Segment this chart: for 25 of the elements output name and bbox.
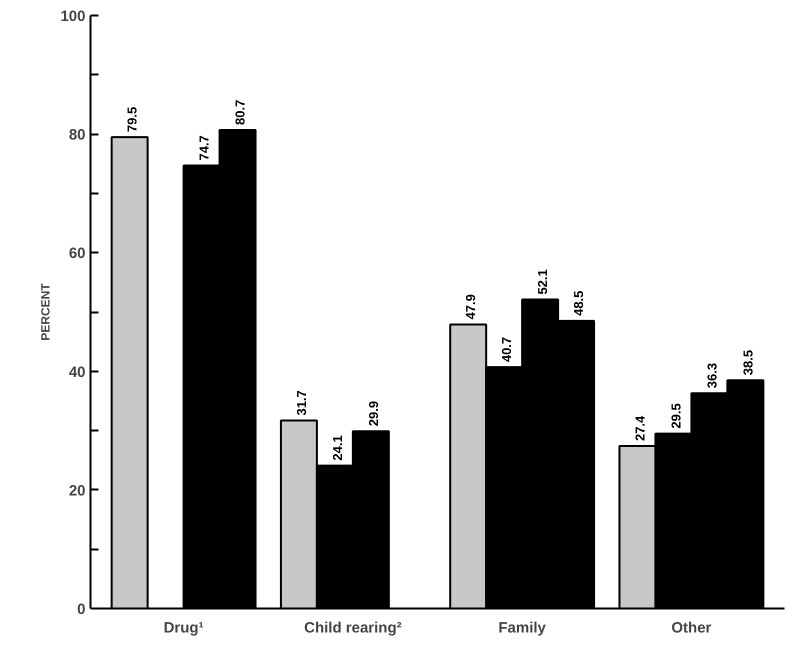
data-label: 40.7 [499, 336, 514, 362]
x-tick-label: Child rearing² [304, 620, 402, 636]
x-tick-label: Family [498, 620, 547, 636]
data-label: 47.9 [463, 294, 478, 320]
data-label: 29.5 [668, 403, 684, 429]
data-label: 36.3 [704, 362, 720, 388]
data-label: 29.9 [366, 400, 381, 426]
x-tick-label: Other [671, 620, 712, 636]
y-tick-label: 40 [68, 364, 86, 381]
y-tick-label: 100 [60, 8, 86, 25]
y-tick-label: 0 [77, 601, 86, 618]
y-tick-label: 60 [68, 245, 86, 262]
y-tick-label: 20 [68, 482, 86, 500]
data-label: 27.4 [632, 414, 648, 442]
y-axis-title: PERCENT [38, 282, 52, 341]
data-label: 38.5 [740, 350, 756, 376]
data-label: 48.5 [571, 290, 586, 316]
y-tick-label: 80 [68, 126, 86, 144]
data-label: 74.7 [196, 135, 212, 161]
data-label: 31.7 [294, 390, 309, 416]
data-label: 79.5 [124, 106, 140, 132]
data-label: 52.1 [535, 269, 550, 295]
data-label: 24.1 [330, 435, 345, 461]
data-label: 80.7 [232, 100, 248, 125]
x-tick-label: Drug¹ [164, 620, 204, 636]
